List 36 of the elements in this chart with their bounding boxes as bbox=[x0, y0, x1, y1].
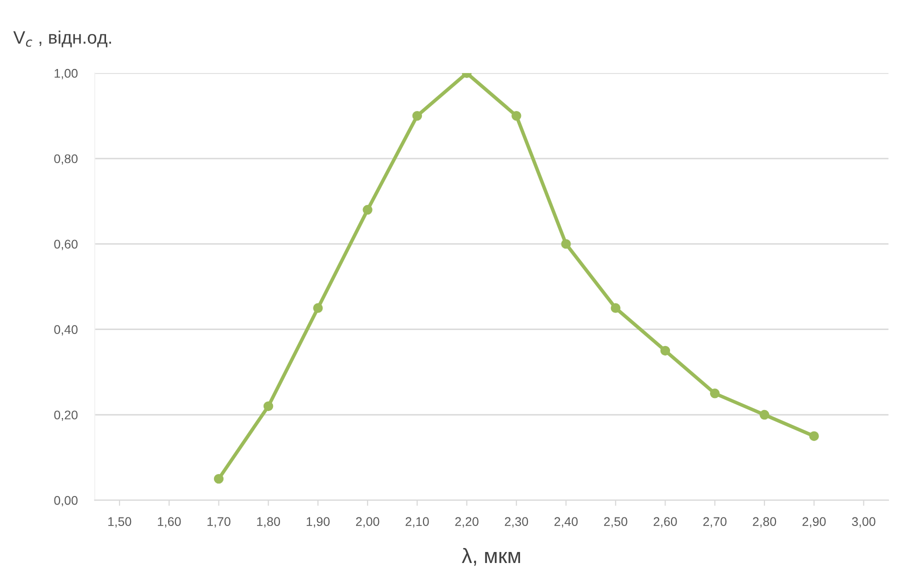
x-tick-label: 2,70 bbox=[703, 517, 727, 528]
point bbox=[313, 303, 323, 313]
y-tick-label: 0,60 bbox=[54, 240, 78, 250]
y-tick-label: 0,20 bbox=[54, 410, 78, 421]
y-tick-label: 0,80 bbox=[54, 154, 78, 165]
x-tick-label: 2,40 bbox=[554, 517, 578, 528]
y-tick-label: 1,00 bbox=[54, 68, 78, 80]
x-tick-label: 1,60 bbox=[158, 517, 181, 528]
x-tick-label: 3,00 bbox=[852, 517, 876, 528]
point bbox=[710, 388, 720, 398]
point bbox=[561, 239, 571, 249]
x-tick-label: 2,10 bbox=[406, 517, 429, 528]
x-tick-label: 1,80 bbox=[257, 517, 280, 528]
x-tick-label: 2,60 bbox=[654, 517, 677, 528]
point bbox=[412, 110, 422, 121]
point bbox=[362, 204, 372, 215]
y-tick-label: 0,40 bbox=[54, 325, 78, 336]
x-tick-label: 2,20 bbox=[455, 517, 478, 528]
y-tick-label: 0,00 bbox=[54, 496, 78, 506]
point bbox=[263, 401, 274, 412]
x-tick-label: 1,70 bbox=[208, 517, 230, 528]
point bbox=[660, 346, 670, 356]
y-axis-title: V$_{c}$ , відн.од. bbox=[13, 30, 111, 48]
point bbox=[512, 110, 522, 121]
x-tick-label: 2,90 bbox=[802, 517, 826, 528]
x-tick-label: 2,30 bbox=[504, 517, 528, 528]
point bbox=[760, 410, 770, 420]
x-tick-label: 2,00 bbox=[356, 517, 380, 528]
x-tick-label: 1,50 bbox=[108, 517, 132, 528]
x-tick-label: 1,90 bbox=[306, 517, 330, 528]
x-tick-label: 2,80 bbox=[752, 517, 776, 528]
x-axis-title: λ, мкм bbox=[462, 548, 520, 566]
point bbox=[809, 431, 819, 441]
point bbox=[610, 303, 620, 313]
x-tick-label: 2,50 bbox=[604, 517, 628, 528]
point bbox=[214, 474, 224, 484]
